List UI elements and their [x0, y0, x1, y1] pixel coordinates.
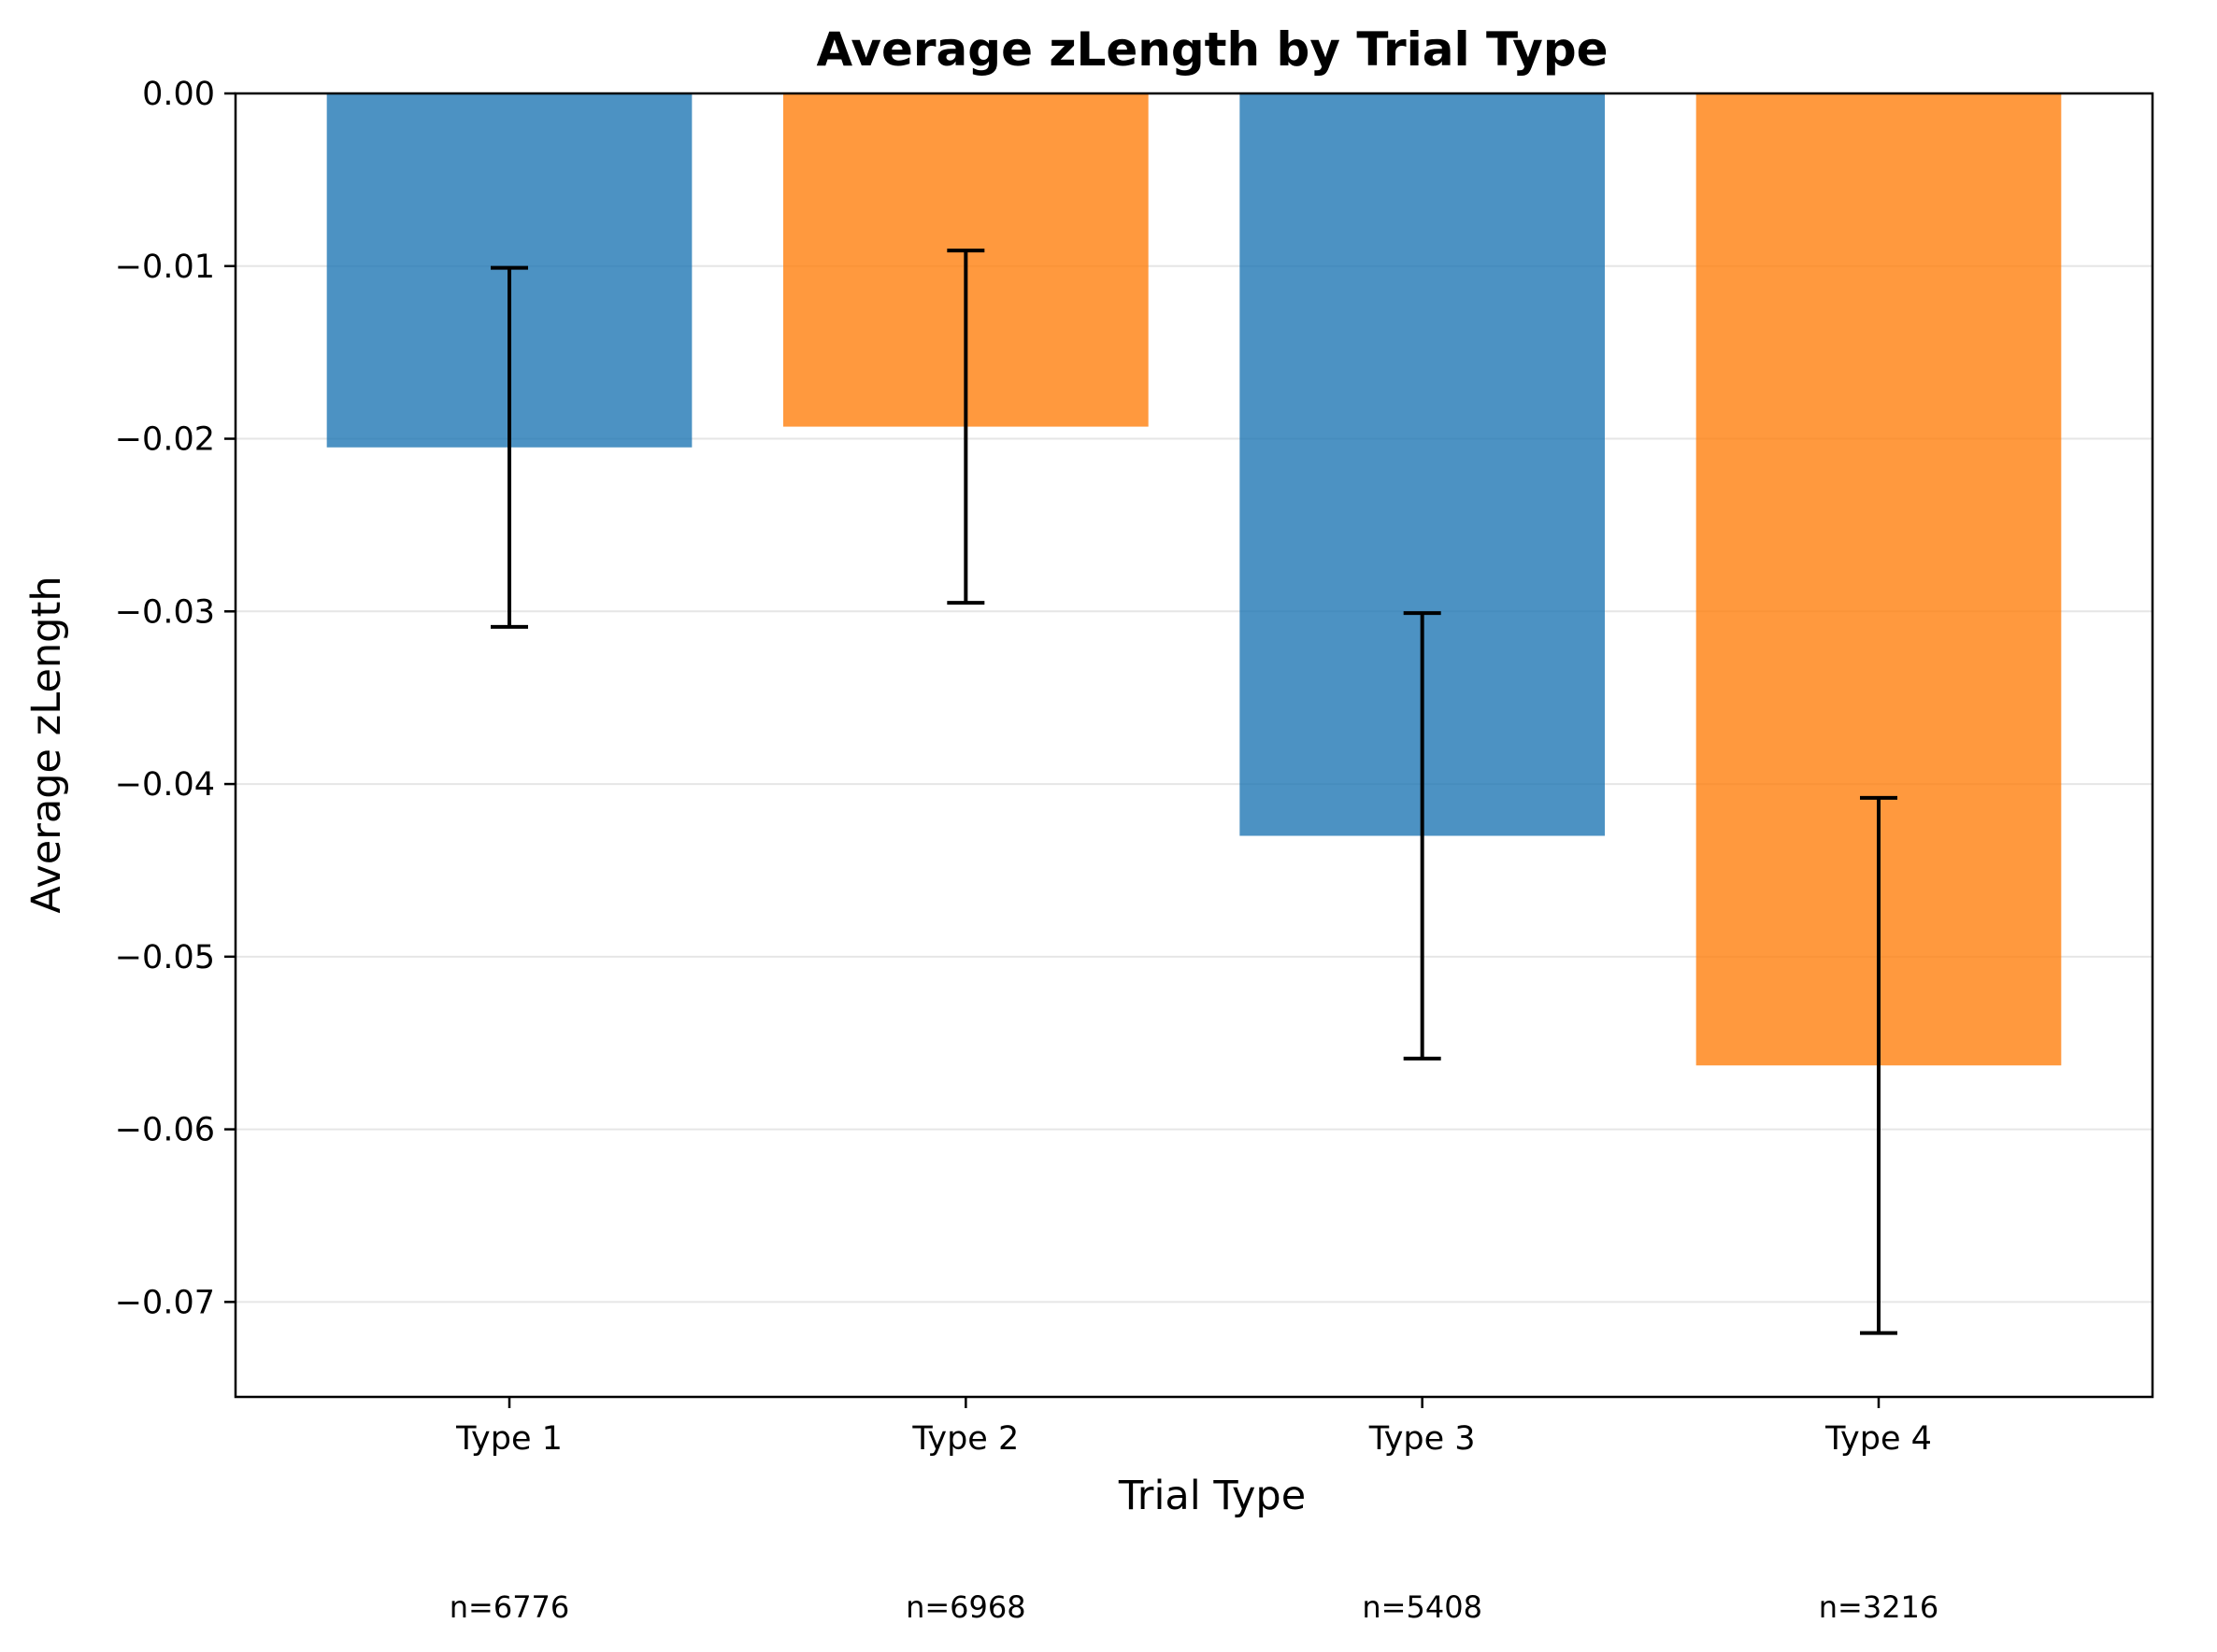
error-bars: [491, 249, 1897, 1335]
y-axis-ticks: 0.00 −0.01 −0.02 −0.03 −0.04 −0.05 −0.06 −0.07: [115, 76, 236, 1321]
y-tick-label: −0.06: [115, 1112, 215, 1149]
x-tick-label: Type 1: [455, 1420, 563, 1458]
x-tick-label: Type 3: [1368, 1420, 1476, 1458]
y-tick-label: −0.03: [115, 593, 215, 631]
x-axis-ticks: Type 1 Type 2 Type 3 Type 4: [455, 1397, 1932, 1458]
chart-title: Average zLength by Trial Type: [816, 22, 1608, 77]
y-tick-label: −0.05: [115, 939, 215, 976]
sample-size-label: n=6968: [906, 1589, 1026, 1625]
error-bar-4: [1860, 795, 1897, 1335]
y-tick-label: −0.04: [115, 766, 215, 804]
y-tick-label: −0.02: [115, 421, 215, 459]
error-bar-3: [1403, 611, 1441, 1061]
error-bar-1: [491, 265, 528, 629]
error-bar-2: [947, 249, 985, 605]
y-tick-label: −0.07: [115, 1284, 215, 1321]
sample-size-label: n=5408: [1362, 1589, 1482, 1625]
y-axis-label: Average zLength: [23, 576, 70, 913]
sample-size-label: n=3216: [1819, 1589, 1939, 1625]
plot-frame: [234, 92, 2154, 1399]
y-tick-label: 0.00: [142, 76, 215, 113]
x-tick-label: Type 2: [911, 1420, 1019, 1458]
sample-size-label: n=6776: [450, 1589, 570, 1625]
sample-size-labels: n=6776 n=6968 n=5408 n=3216: [450, 1589, 1939, 1625]
x-tick-label: Type 4: [1824, 1420, 1932, 1458]
bars: [326, 93, 2062, 1066]
y-tick-label: −0.01: [115, 249, 215, 286]
x-axis-label: Trial Type: [1118, 1473, 1306, 1519]
